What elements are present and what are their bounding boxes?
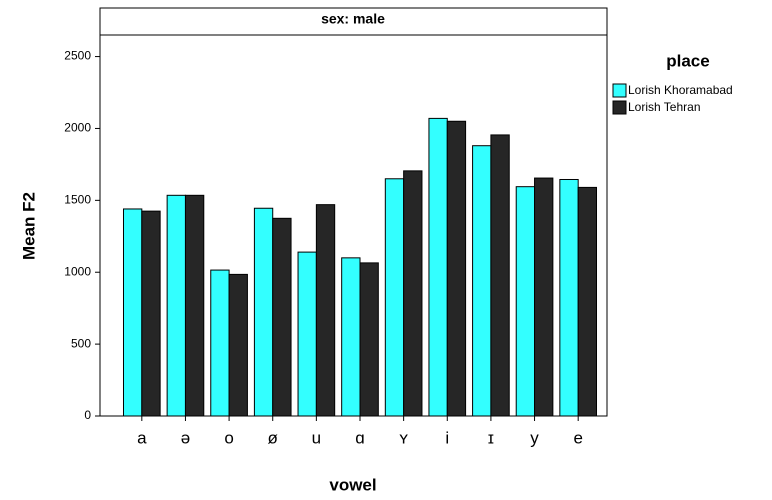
chart-title: sex: male xyxy=(321,11,385,27)
y-tick-label: 2500 xyxy=(64,49,91,63)
x-tick-label: i xyxy=(445,428,449,447)
x-tick-label: ɑ xyxy=(355,428,364,447)
legend-label: Lorish Tehran xyxy=(628,100,701,114)
bar xyxy=(253,207,274,417)
legend-swatch xyxy=(612,100,627,115)
y-axis-label: Mean F2 xyxy=(19,192,38,260)
legend-label: Lorish Khoramabad xyxy=(628,83,733,97)
bar xyxy=(446,120,467,417)
y-tick-label: 0 xyxy=(84,408,91,422)
x-tick-label: ø xyxy=(268,428,278,447)
x-axis-label: vowel xyxy=(329,475,376,494)
x-tick-label: o xyxy=(224,428,233,447)
x-tick-label: ɪ xyxy=(488,428,494,447)
x-tick-label: u xyxy=(312,428,321,447)
bar xyxy=(515,186,536,417)
bar xyxy=(272,217,292,417)
legend-title: place xyxy=(666,51,709,70)
legend-swatch xyxy=(612,83,627,98)
bar xyxy=(490,134,510,417)
bar xyxy=(428,117,448,417)
bar xyxy=(210,269,230,417)
bar xyxy=(315,204,336,417)
bar xyxy=(577,186,598,417)
bar xyxy=(166,194,186,417)
x-tick-label: a xyxy=(137,428,147,447)
bar xyxy=(403,170,423,417)
bar xyxy=(341,257,361,417)
x-tick-label: ʏ xyxy=(399,428,408,447)
bar xyxy=(534,177,554,417)
y-tick-label: 500 xyxy=(71,336,91,350)
bar xyxy=(228,273,248,417)
bar xyxy=(559,178,579,417)
bar xyxy=(141,210,161,417)
bar xyxy=(184,194,205,417)
bar xyxy=(384,178,405,417)
bar xyxy=(359,262,379,417)
bar xyxy=(297,251,317,417)
bar xyxy=(122,208,143,417)
y-tick-label: 1500 xyxy=(64,193,91,207)
x-tick-label: y xyxy=(530,428,539,447)
y-tick-label: 1000 xyxy=(64,264,91,278)
bar xyxy=(472,145,492,417)
x-tick-label: e xyxy=(573,428,582,447)
x-tick-label: ə xyxy=(181,428,190,447)
y-tick-label: 2000 xyxy=(64,121,91,135)
